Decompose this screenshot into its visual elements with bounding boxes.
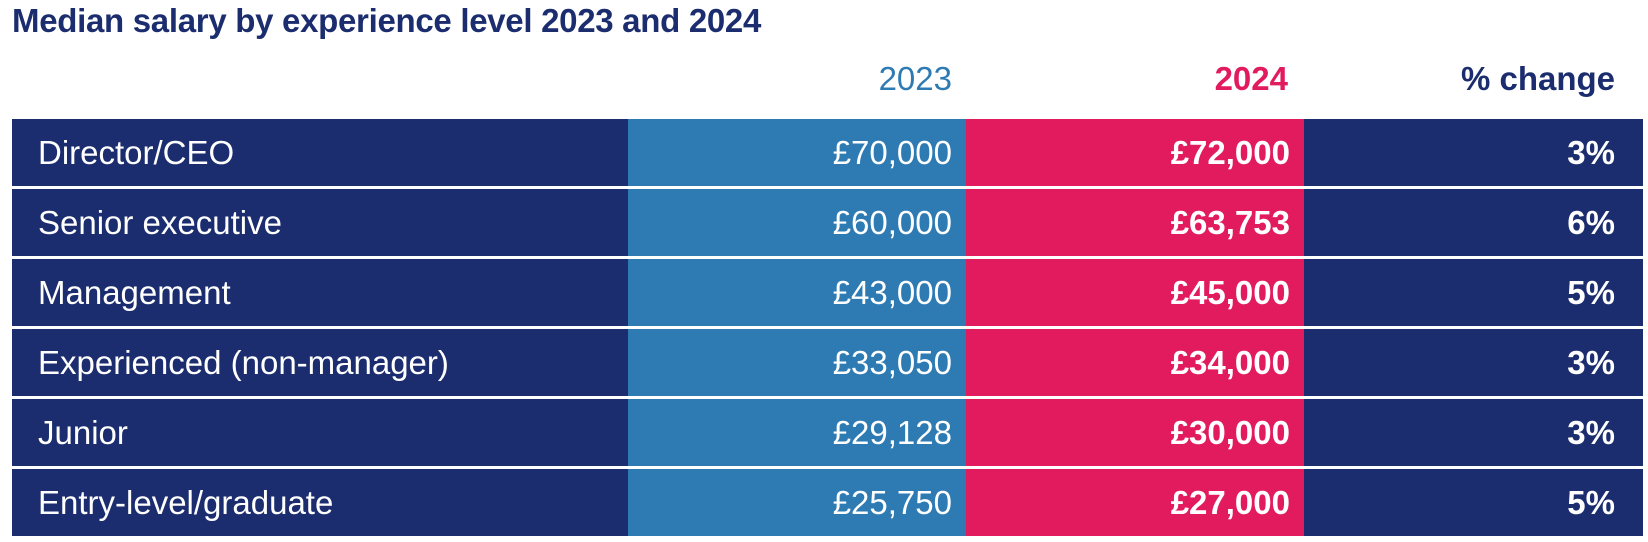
column-header-percent-change: % change xyxy=(1460,60,1615,97)
cell-2023-value: £43,000 xyxy=(628,259,966,326)
cell-2024-value: £72,000 xyxy=(966,119,1304,186)
cell-2024-value: £27,000 xyxy=(966,469,1304,536)
cell-2023-value: £33,050 xyxy=(628,329,966,396)
table-row: Management £43,000 £45,000 5% xyxy=(12,259,1643,326)
table-row: Senior executive £60,000 £63,753 6% xyxy=(12,189,1643,256)
cell-2023-value: £70,000 xyxy=(628,119,966,186)
row-label: Senior executive xyxy=(12,189,628,256)
chart-title: Median salary by experience level 2023 a… xyxy=(12,2,762,39)
row-label: Experienced (non-manager) xyxy=(12,329,628,396)
row-label: Management xyxy=(12,259,628,326)
cell-2024-value: £63,753 xyxy=(966,189,1304,256)
cell-2024-value: £30,000 xyxy=(966,399,1304,466)
cell-percent-change: 3% xyxy=(1304,329,1643,396)
cell-percent-change: 5% xyxy=(1304,469,1643,536)
cell-percent-change: 3% xyxy=(1304,119,1643,186)
row-label: Junior xyxy=(12,399,628,466)
table-row: Director/CEO £70,000 £72,000 3% xyxy=(12,119,1643,186)
cell-percent-change: 5% xyxy=(1304,259,1643,326)
column-header-2024: 2024 xyxy=(1214,60,1288,97)
cell-2023-value: £60,000 xyxy=(628,189,966,256)
cell-2023-value: £29,128 xyxy=(628,399,966,466)
table-row: Junior £29,128 £30,000 3% xyxy=(12,399,1643,466)
cell-2023-value: £25,750 xyxy=(628,469,966,536)
cell-percent-change: 3% xyxy=(1304,399,1643,466)
row-label: Entry-level/graduate xyxy=(12,469,628,536)
cell-percent-change: 6% xyxy=(1304,189,1643,256)
table-row: Entry-level/graduate £25,750 £27,000 5% xyxy=(12,469,1643,536)
cell-2024-value: £34,000 xyxy=(966,329,1304,396)
column-header-2023: 2023 xyxy=(878,60,952,97)
cell-2024-value: £45,000 xyxy=(966,259,1304,326)
salary-table: Director/CEO £70,000 £72,000 3% Senior e… xyxy=(12,119,1643,536)
row-label: Director/CEO xyxy=(12,119,628,186)
table-row: Experienced (non-manager) £33,050 £34,00… xyxy=(12,329,1643,396)
